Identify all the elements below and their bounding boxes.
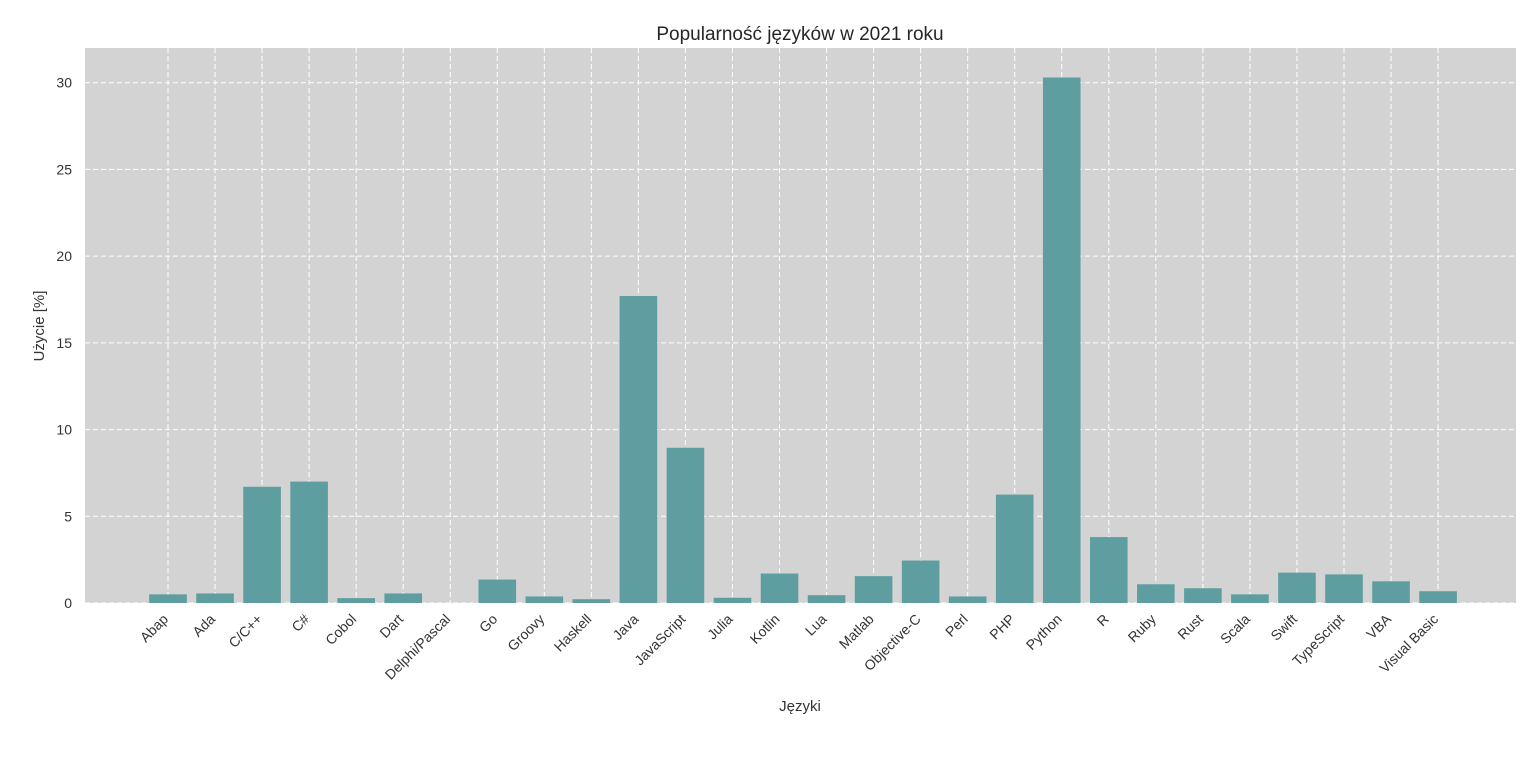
- x-tick-label: Rust: [1174, 611, 1206, 643]
- y-tick-label: 15: [56, 335, 72, 351]
- x-tick-label: Haskell: [551, 611, 595, 655]
- y-tick-labels: 0 5 10 15 20 25 30: [56, 75, 72, 611]
- x-axis-label: Języki: [779, 698, 821, 715]
- bar-dart: [384, 593, 422, 603]
- bar-ruby: [1137, 584, 1175, 603]
- bar-vba: [1372, 581, 1410, 603]
- bar-c-: [290, 481, 328, 603]
- x-tick-label: JavaScript: [631, 611, 689, 669]
- bar-visual-basic: [1419, 591, 1457, 603]
- bar-c-c-: [243, 486, 281, 603]
- bar-objective-c: [901, 560, 940, 603]
- y-tick-label: 20: [56, 248, 72, 264]
- bar-php: [995, 494, 1034, 603]
- x-tick-label: Kotlin: [747, 611, 783, 647]
- bar-lua: [807, 595, 846, 603]
- y-tick-label: 30: [56, 75, 72, 91]
- x-tick-label: Julia: [704, 611, 736, 643]
- bar-kotlin: [760, 573, 799, 603]
- bar-typescript: [1325, 574, 1363, 603]
- bar-julia: [713, 597, 752, 603]
- bar-haskell: [572, 599, 611, 603]
- x-tick-label: Dart: [376, 611, 406, 641]
- y-tick-label: 25: [56, 161, 72, 177]
- x-tick-label: Ada: [189, 611, 218, 640]
- x-tick-label: Swift: [1267, 611, 1300, 644]
- grid-lines: [85, 48, 1516, 604]
- bar-ada: [196, 593, 234, 603]
- bar-javascript: [666, 447, 705, 603]
- bar-scala: [1231, 594, 1269, 603]
- x-tick-label: Groovy: [504, 611, 547, 654]
- x-tick-label: Go: [476, 611, 501, 636]
- chart-title: Popularność języków w 2021 roku: [656, 24, 943, 45]
- bar-java: [619, 296, 658, 603]
- bar-swift: [1278, 572, 1316, 603]
- bar-abap: [149, 594, 187, 603]
- y-tick-label: 10: [56, 422, 72, 438]
- bar-groovy: [525, 596, 564, 603]
- y-axis-label: Użycie [%]: [31, 291, 48, 362]
- x-tick-label: R: [1093, 611, 1111, 629]
- x-tick-label: Cobol: [322, 611, 359, 648]
- x-tick-label: Scala: [1217, 611, 1253, 647]
- x-tick-label: Java: [609, 611, 641, 643]
- x-tick-label: TypeScript: [1289, 611, 1347, 669]
- x-tick-label: Matlab: [836, 611, 877, 652]
- x-tick-label: VBA: [1363, 610, 1395, 642]
- x-tick-label: PHP: [986, 611, 1018, 643]
- x-tick-label: Abap: [137, 611, 172, 646]
- x-tick-label: Ruby: [1125, 611, 1159, 645]
- bar-r: [1090, 537, 1128, 603]
- bar-matlab: [854, 576, 893, 603]
- bar-python: [1042, 77, 1081, 603]
- x-tick-label: C#: [288, 611, 312, 635]
- bar-perl: [948, 596, 987, 603]
- bar-go: [478, 579, 517, 603]
- bar-rust: [1184, 588, 1222, 603]
- bars: [149, 77, 1457, 603]
- x-tick-label: Lua: [802, 611, 830, 639]
- y-tick-label: 5: [64, 508, 72, 524]
- y-tick-label: 0: [64, 595, 72, 611]
- x-tick-label: Perl: [942, 611, 971, 640]
- x-tick-label: Python: [1023, 611, 1065, 653]
- x-tick-label: C/C++: [225, 611, 265, 651]
- bar-cobol: [337, 598, 375, 603]
